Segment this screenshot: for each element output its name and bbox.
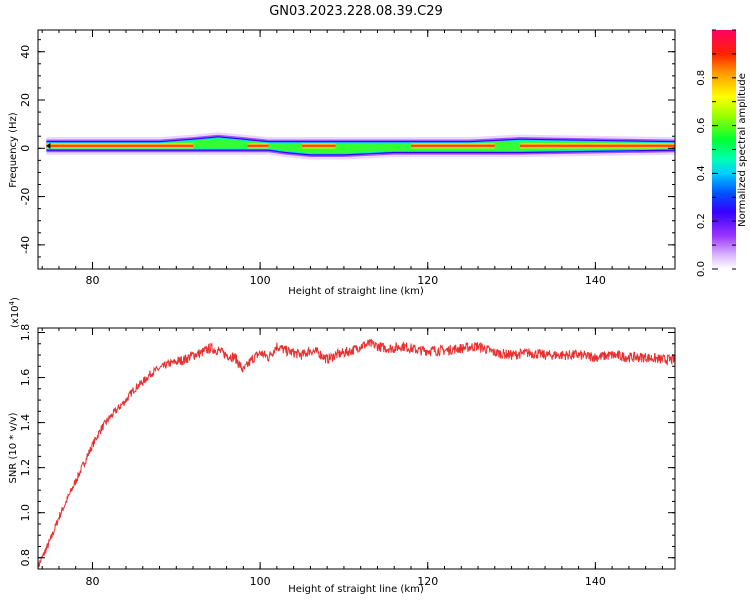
snr-multiplier-close: ) bbox=[10, 297, 21, 301]
spectrogram-ticks: 80 100 120 140 -40 -20 0 20 40 bbox=[19, 30, 675, 287]
y-tick-label: 0 bbox=[19, 145, 32, 152]
x-tick-label: 80 bbox=[85, 575, 99, 588]
y-tick-label: -40 bbox=[19, 236, 32, 254]
band-halo-green bbox=[46, 138, 675, 154]
band-core-segment bbox=[46, 143, 194, 149]
snr-xlabel: Height of straight line (km) bbox=[288, 584, 424, 595]
x-tick-label: 140 bbox=[585, 575, 606, 588]
y-tick-label: 1.4 bbox=[19, 414, 32, 432]
snr-multiplier: (x104) bbox=[8, 297, 21, 328]
y-tick-label: 1.0 bbox=[19, 504, 32, 522]
spectrogram-image bbox=[46, 132, 675, 160]
snr-ticks: 80 100 120 140 0.8 1.0 1.2 1.4 1.6 1.8 bbox=[19, 324, 675, 588]
band-core-segment bbox=[411, 143, 495, 149]
snr-frame bbox=[37, 327, 676, 570]
y-tick-label: 40 bbox=[19, 45, 32, 59]
band-core-segment bbox=[519, 143, 675, 149]
band-core-segment bbox=[247, 143, 269, 149]
y-tick-label: 1.2 bbox=[19, 459, 32, 477]
colorbar-label: Normalized spectral amplitude bbox=[737, 73, 748, 227]
spectrogram-xlabel: Height of straight line (km) bbox=[288, 286, 424, 297]
x-tick-label: 80 bbox=[85, 274, 99, 287]
spectrogram-frame bbox=[37, 29, 676, 270]
y-tick-label: 20 bbox=[19, 93, 32, 107]
band-core-segment bbox=[302, 143, 336, 149]
colorbar-tick-label: 0.6 bbox=[696, 118, 707, 134]
spectrogram-panel: 80 100 120 140 -40 -20 0 20 40 Height of straigh… bbox=[8, 29, 676, 297]
x-tick-label: 120 bbox=[417, 575, 438, 588]
snr-ylabel: SNR (10 * v/v) bbox=[8, 412, 19, 483]
snr-panel: 80 100 120 140 0.8 1.0 1.2 1.4 1.6 1.8 Height of … bbox=[8, 297, 676, 595]
x-tick-label: 140 bbox=[585, 274, 606, 287]
snr-multiplier-base: (x10 bbox=[10, 305, 21, 328]
x-tick-label: 100 bbox=[250, 575, 271, 588]
colorbar-tick-label: 0.8 bbox=[696, 70, 707, 86]
snr-multiplier-exponent: 4 bbox=[8, 300, 16, 305]
colorbar-tick-label: 0.0 bbox=[696, 261, 707, 277]
colorbar-ticks: 0.0 0.2 0.4 0.6 0.8 bbox=[696, 29, 736, 277]
y-tick-label: 0.8 bbox=[19, 549, 32, 567]
spectrogram-ylabel: Frequency (Hz) bbox=[8, 112, 19, 188]
y-tick-label: 1.6 bbox=[19, 369, 32, 387]
colorbar-tick-label: 0.4 bbox=[696, 165, 707, 181]
colorbar: 0.0 0.2 0.4 0.6 0.8 Normalized spectral ampl… bbox=[696, 29, 748, 277]
x-tick-label: 120 bbox=[417, 274, 438, 287]
figure-title: GN03.2023.228.08.39.C29 bbox=[269, 4, 443, 19]
x-tick-label: 100 bbox=[250, 274, 271, 287]
colorbar-tick-label: 0.2 bbox=[696, 213, 707, 229]
band-start-marker bbox=[46, 142, 51, 149]
snr-series-line bbox=[38, 338, 675, 569]
y-tick-label: 1.8 bbox=[19, 324, 32, 342]
y-tick-label: -20 bbox=[19, 188, 32, 206]
